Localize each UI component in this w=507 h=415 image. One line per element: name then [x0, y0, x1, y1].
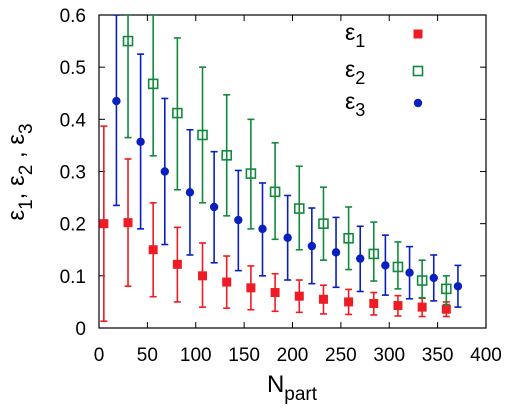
data-point [343, 232, 354, 244]
data-point [221, 150, 233, 161]
legend-label: ε1 [345, 19, 365, 51]
data-point [368, 248, 380, 260]
data-point [136, 137, 145, 146]
y-tick-label: 0.1 [60, 267, 86, 288]
data-point [112, 96, 121, 106]
data-point [344, 297, 354, 307]
data-point [318, 294, 328, 304]
data-point [209, 202, 219, 212]
data-point [246, 283, 256, 293]
legend-label-symbol: ε [345, 19, 355, 45]
x-tick-label: 0 [94, 345, 105, 366]
series-3 [112, 15, 463, 308]
data-point [99, 219, 109, 229]
data-point [172, 107, 183, 119]
data-point [429, 273, 438, 283]
data-point [393, 301, 403, 311]
data-point [453, 282, 463, 291]
y-axis-title-symbol: ε [3, 134, 30, 145]
x-tick-label: 200 [277, 345, 309, 366]
legend-label: ε3 [345, 88, 365, 120]
data-point [307, 241, 317, 251]
data-point [270, 288, 280, 298]
data-point [148, 245, 158, 255]
x-tick-label: 250 [325, 345, 357, 366]
y-tick-label: 0 [75, 319, 86, 340]
data-point [222, 277, 232, 287]
data-point [318, 218, 329, 229]
data-point [381, 261, 390, 270]
data-point [441, 283, 452, 295]
data-point [122, 35, 134, 47]
data-point [416, 275, 428, 286]
legend-label-sub: 2 [355, 68, 365, 88]
data-point [356, 254, 365, 263]
data-point [198, 271, 208, 281]
data-point [147, 78, 159, 90]
x-tick-label: 150 [228, 345, 260, 366]
data-point [123, 218, 133, 228]
data-point [258, 224, 267, 234]
y-tick-label: 0.4 [60, 110, 87, 131]
legend-label-symbol: ε [345, 56, 355, 82]
series-1 [99, 125, 451, 323]
legend-marker [412, 65, 424, 77]
data-point [405, 268, 414, 277]
y-axis-title-symbol: ε [3, 210, 30, 221]
data-point [172, 259, 182, 269]
data-point [234, 215, 243, 225]
x-axis-title-base: N [267, 371, 284, 398]
legend-marker [413, 98, 423, 108]
x-tick-label: 350 [422, 345, 454, 366]
legend-label-sub: 1 [355, 31, 365, 51]
x-tick-label: 300 [373, 345, 405, 366]
data-point [269, 186, 281, 198]
y-axis-title-sep: , [3, 186, 30, 199]
y-axis-title-sub: 1 [16, 199, 37, 210]
series-2 [122, 15, 452, 306]
legend-label-symbol: ε [345, 88, 355, 114]
x-tick-label: 400 [470, 345, 502, 366]
y-axis-title-sep: , [3, 145, 30, 165]
data-point [441, 304, 451, 314]
x-axis-title: Npart [267, 371, 318, 405]
legend-label: ε2 [345, 56, 365, 88]
plot-frame [98, 14, 487, 329]
y-tick-label: 0.2 [60, 215, 86, 236]
y-axis-title-symbol: ε [3, 175, 30, 186]
legend-marker [413, 29, 423, 39]
data-point [197, 129, 208, 141]
data-point [245, 168, 257, 179]
y-axis-title-sub: 3 [16, 123, 37, 134]
tick-labels: 0 50 100 150 200 250 300 350 400 0 0.1 0.2 0.3 0.4 0.5… [60, 6, 502, 366]
y-axis-title-sub: 2 [16, 165, 37, 176]
y-axis-title: ε1, ε2 , ε3​ [3, 123, 37, 220]
axis-ticks [98, 14, 487, 329]
data-point [392, 261, 404, 273]
y-tick-label: 0.5 [60, 58, 86, 79]
data-point [417, 302, 427, 312]
data-point [160, 167, 169, 176]
y-tick-label: 0.3 [60, 163, 86, 184]
data-point [283, 233, 292, 242]
y-tick-label: 0.6 [60, 6, 86, 27]
data-point [294, 291, 304, 301]
x-tick-label: 100 [180, 345, 212, 366]
data-point [369, 298, 379, 308]
x-tick-label: 50 [137, 345, 158, 366]
data-point [293, 203, 305, 214]
series-layer [99, 15, 463, 323]
data-point [185, 188, 195, 197]
x-axis-title-sub: part [284, 384, 317, 405]
legend-label-sub: 3 [355, 100, 365, 120]
data-point [331, 248, 341, 257]
